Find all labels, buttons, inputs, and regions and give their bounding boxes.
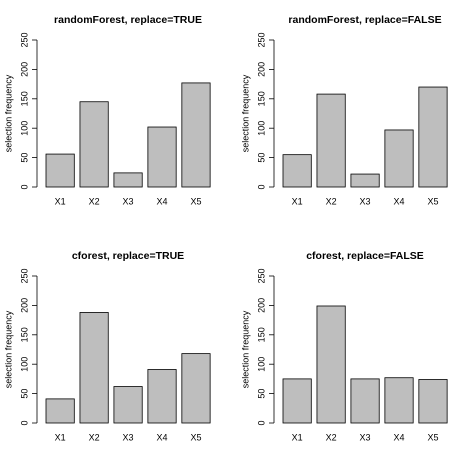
chart-title: cforest, replace=FALSE bbox=[306, 250, 424, 262]
y-tick-label: 0 bbox=[19, 420, 29, 425]
bar bbox=[79, 312, 109, 424]
x-tick-label: X5 bbox=[427, 196, 438, 206]
bar bbox=[113, 386, 143, 424]
x-tick-label: X5 bbox=[190, 196, 201, 206]
bar bbox=[45, 398, 75, 424]
y-axis-label: selection frequency bbox=[3, 310, 13, 388]
x-tick-label: X3 bbox=[123, 432, 134, 442]
x-tick-label: X3 bbox=[360, 432, 371, 442]
bar bbox=[316, 305, 346, 424]
x-tick-label: X4 bbox=[157, 432, 168, 442]
x-tick-label: X3 bbox=[123, 196, 134, 206]
y-tick-label: 0 bbox=[256, 420, 266, 425]
y-tick-label: 250 bbox=[256, 268, 266, 283]
bar bbox=[147, 369, 177, 424]
x-tick-label: X2 bbox=[326, 196, 337, 206]
y-tick-label: 250 bbox=[19, 32, 29, 47]
y-tick-label: 100 bbox=[256, 121, 266, 136]
y-tick-label: 0 bbox=[256, 184, 266, 189]
x-tick-label: X5 bbox=[190, 432, 201, 442]
x-tick-label: X4 bbox=[394, 432, 405, 442]
y-tick-label: 150 bbox=[256, 91, 266, 106]
y-tick-label: 0 bbox=[19, 184, 29, 189]
bar bbox=[316, 93, 346, 188]
bar bbox=[79, 101, 109, 188]
y-tick-label: 50 bbox=[256, 153, 266, 163]
y-axis-label: selection frequency bbox=[3, 74, 13, 152]
y-tick-label: 100 bbox=[19, 357, 29, 372]
y-tick-label: 200 bbox=[19, 298, 29, 313]
y-tick-label: 150 bbox=[19, 91, 29, 106]
chart-panel: randomForest, replace=FALSE selection fre… bbox=[240, 14, 448, 206]
y-tick-label: 250 bbox=[19, 268, 29, 283]
bar bbox=[147, 126, 177, 188]
y-tick-label: 50 bbox=[19, 389, 29, 399]
y-axis-label: selection frequency bbox=[240, 74, 250, 152]
chart-panel: randomForest, replace=TRUE selection freq… bbox=[3, 14, 211, 206]
bar bbox=[113, 172, 143, 188]
chart-panel: cforest, replace=FALSE selection frequenc… bbox=[240, 250, 448, 442]
y-tick-label: 200 bbox=[256, 298, 266, 313]
bar bbox=[384, 377, 414, 424]
y-tick-label: 100 bbox=[19, 121, 29, 136]
y-tick-label: 50 bbox=[19, 153, 29, 163]
y-tick-label: 50 bbox=[256, 389, 266, 399]
chart-title: cforest, replace=TRUE bbox=[72, 250, 184, 262]
x-tick-label: X1 bbox=[55, 196, 66, 206]
bar bbox=[350, 173, 380, 188]
x-tick-label: X1 bbox=[292, 432, 303, 442]
chart-title: randomForest, replace=TRUE bbox=[54, 14, 202, 26]
x-tick-label: X1 bbox=[55, 432, 66, 442]
y-axis-label: selection frequency bbox=[240, 310, 250, 388]
bar bbox=[418, 379, 448, 424]
x-tick-label: X3 bbox=[360, 196, 371, 206]
x-tick-label: X2 bbox=[89, 196, 100, 206]
y-tick-label: 250 bbox=[256, 32, 266, 47]
bar bbox=[181, 353, 211, 424]
bar bbox=[418, 86, 448, 188]
y-tick-label: 200 bbox=[256, 62, 266, 77]
y-tick-label: 100 bbox=[256, 357, 266, 372]
chart-title: randomForest, replace=FALSE bbox=[288, 14, 441, 26]
x-tick-label: X1 bbox=[292, 196, 303, 206]
bar bbox=[282, 154, 312, 188]
x-tick-label: X4 bbox=[394, 196, 405, 206]
bar bbox=[181, 82, 211, 188]
x-tick-label: X2 bbox=[89, 432, 100, 442]
y-tick-label: 200 bbox=[19, 62, 29, 77]
y-tick-label: 150 bbox=[19, 327, 29, 342]
x-tick-label: X5 bbox=[427, 432, 438, 442]
bar bbox=[384, 129, 414, 188]
x-tick-label: X4 bbox=[157, 196, 168, 206]
bar bbox=[45, 153, 75, 188]
x-tick-label: X2 bbox=[326, 432, 337, 442]
bar bbox=[350, 378, 380, 424]
y-tick-label: 150 bbox=[256, 327, 266, 342]
bar bbox=[282, 378, 312, 424]
chart-panel: cforest, replace=TRUE selection frequency… bbox=[3, 250, 211, 442]
